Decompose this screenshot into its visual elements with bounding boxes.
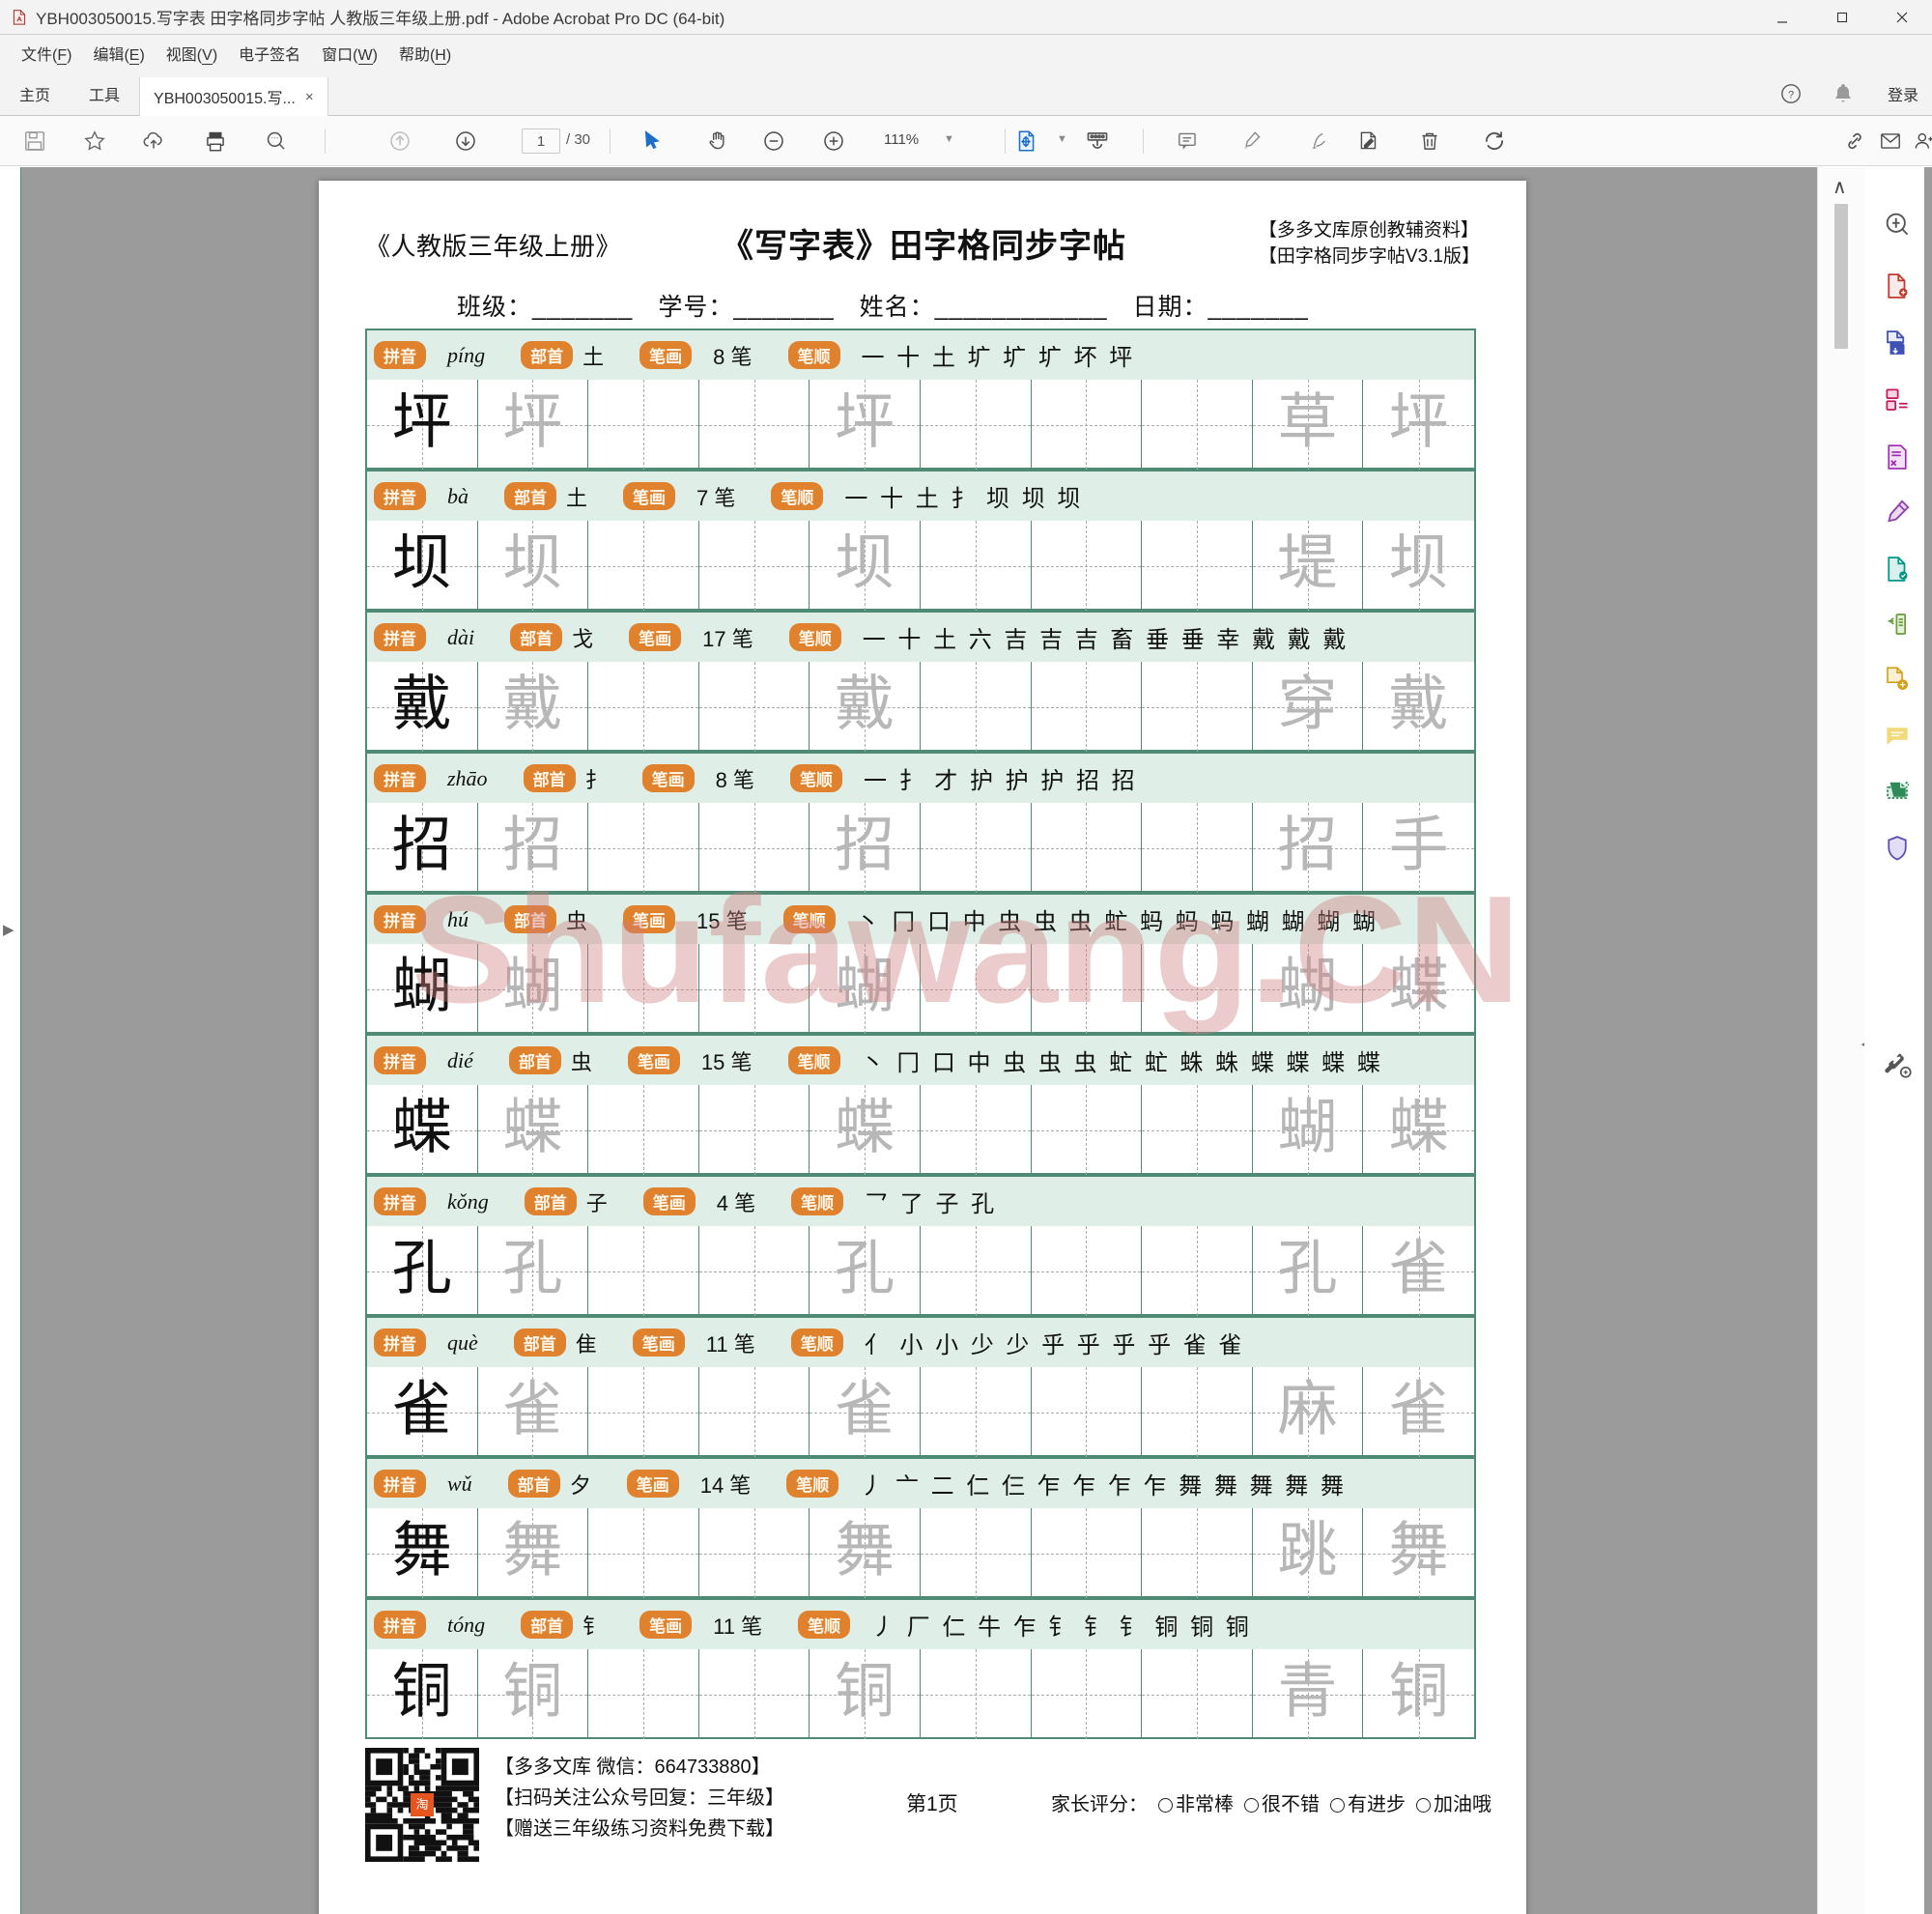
svg-text:淘: 淘 bbox=[415, 1797, 428, 1812]
svg-text:?: ? bbox=[1788, 90, 1794, 101]
